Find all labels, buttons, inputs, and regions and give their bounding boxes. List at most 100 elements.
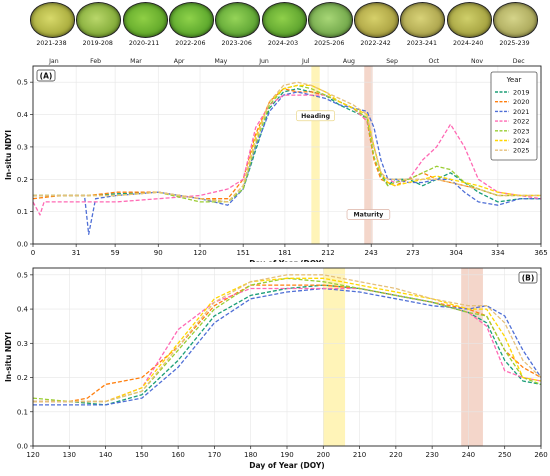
series-line-2025 bbox=[33, 274, 542, 403]
phase-label: Heading bbox=[301, 113, 330, 120]
photo-label: 2025-239 bbox=[499, 40, 530, 47]
panel-label: (B) bbox=[522, 274, 535, 283]
x-tick-label: 120 bbox=[26, 451, 39, 459]
legend-box bbox=[490, 71, 538, 161]
chart-panel-a: 0 31 59 90 120 151 181 212 243 273 304 334 365 0.0 0.1… bbox=[4, 58, 548, 262]
y-tick-label: 0.2 bbox=[17, 374, 28, 382]
y-axis-label: In-situ NDYI bbox=[4, 332, 13, 382]
legend-entry: 2022 bbox=[513, 118, 530, 126]
chart-panel-b: 120 130 140 150 160 170 180 190 200 210 220 230 240 2… bbox=[4, 267, 548, 470]
photo-label: 2021-238 bbox=[36, 40, 67, 47]
y-tick-label: 0.1 bbox=[17, 208, 28, 216]
y-tick-label: 0.1 bbox=[17, 408, 28, 416]
legend-entry: 2025 bbox=[513, 147, 530, 155]
y-tick-label: 0.0 bbox=[17, 241, 28, 249]
x-tick-label: 151 bbox=[236, 249, 249, 257]
x-tick-label: 334 bbox=[491, 249, 505, 257]
y-tick-label: 0.4 bbox=[17, 111, 29, 119]
plot-frame bbox=[32, 65, 542, 245]
series-line-2019 bbox=[33, 88, 541, 203]
photo-label: 2020-211 bbox=[128, 40, 160, 47]
y-tick-label: 0.3 bbox=[17, 143, 28, 151]
month-label: Feb bbox=[90, 58, 101, 65]
x-tick-label: 220 bbox=[389, 451, 402, 459]
x-tick-label: 260 bbox=[534, 451, 547, 459]
field-photo bbox=[168, 2, 214, 38]
photo-label: 2023-241 bbox=[406, 40, 438, 47]
x-tick-label: 90 bbox=[154, 249, 163, 257]
photo-label: 2022-206 bbox=[175, 40, 206, 47]
field-photo bbox=[261, 2, 307, 38]
x-tick-label: 210 bbox=[353, 451, 366, 459]
field-photo bbox=[122, 2, 168, 38]
photo-label: 2024-240 bbox=[453, 40, 484, 47]
month-label: Sep bbox=[386, 58, 398, 65]
x-tick-label: 273 bbox=[406, 249, 419, 257]
y-tick-label: 0.0 bbox=[17, 443, 28, 451]
legend-entry: 2023 bbox=[513, 127, 530, 135]
month-label: Jun bbox=[258, 58, 269, 65]
x-tick-label: 59 bbox=[111, 249, 120, 257]
x-tick-label: 120 bbox=[193, 249, 206, 257]
phase-label-box bbox=[346, 209, 391, 220]
legend-entry: 2019 bbox=[513, 89, 530, 97]
x-tick-label: 170 bbox=[208, 451, 221, 459]
legend-entry: 2021 bbox=[513, 108, 530, 116]
x-tick-label: 181 bbox=[278, 249, 291, 257]
photo-label: 2022-242 bbox=[360, 40, 391, 47]
x-tick-label: 200 bbox=[317, 451, 330, 459]
x-tick-label: 304 bbox=[449, 249, 463, 257]
series-line-2023 bbox=[33, 84, 541, 203]
photo-strip: 2021-238 2019-208 2020-211 2022-206 2023-206… bbox=[30, 2, 540, 47]
panel-label: (A) bbox=[40, 72, 53, 81]
month-label: Mar bbox=[130, 58, 142, 65]
photo-label: 2025-206 bbox=[314, 40, 345, 47]
x-tick-label: 31 bbox=[72, 249, 81, 257]
series-line-2020 bbox=[33, 284, 542, 403]
field-photo bbox=[307, 2, 353, 38]
series-line-2024 bbox=[33, 84, 541, 203]
x-tick-label: 365 bbox=[534, 249, 547, 257]
x-tick-label: 240 bbox=[462, 451, 475, 459]
y-axis-label: In-situ NDYI bbox=[4, 130, 13, 180]
phase-band bbox=[461, 268, 483, 446]
x-tick-label: 130 bbox=[63, 451, 76, 459]
month-label: Jan bbox=[48, 58, 59, 65]
series-line-2024 bbox=[33, 277, 542, 403]
phase-band bbox=[311, 66, 320, 244]
photo-label: 2023-206 bbox=[221, 40, 252, 47]
legend-title: Year bbox=[506, 76, 522, 84]
x-tick-label: 250 bbox=[498, 451, 511, 459]
month-label: Nov bbox=[471, 58, 483, 65]
x-axis-label: Day of Year (DOY) bbox=[249, 461, 324, 470]
panel-label-box bbox=[518, 271, 538, 284]
x-tick-label: 230 bbox=[425, 451, 438, 459]
panel-label-box bbox=[36, 69, 56, 82]
field-photo bbox=[354, 2, 400, 38]
field-photo bbox=[76, 2, 122, 38]
legend-entry: 2024 bbox=[513, 137, 530, 145]
x-tick-label: 140 bbox=[99, 451, 112, 459]
y-tick-label: 0.4 bbox=[17, 306, 29, 314]
month-label: Jul bbox=[301, 58, 310, 65]
x-tick-label: 150 bbox=[135, 451, 148, 459]
legend-entry: 2020 bbox=[513, 98, 530, 106]
y-tick-label: 0.5 bbox=[17, 271, 28, 279]
x-tick-label: 0 bbox=[31, 249, 35, 257]
photo-label: 2024-203 bbox=[267, 40, 299, 47]
series-line-2021 bbox=[33, 91, 541, 235]
phase-band bbox=[323, 268, 346, 446]
x-tick-label: 212 bbox=[321, 249, 334, 257]
x-axis-label: Day of Year (DOY) bbox=[249, 259, 324, 262]
x-tick-label: 160 bbox=[171, 451, 184, 459]
field-photo bbox=[446, 2, 492, 38]
phase-label-box bbox=[296, 110, 335, 122]
field-photo bbox=[400, 2, 446, 38]
y-tick-label: 0.2 bbox=[17, 176, 28, 184]
y-tick-label: 0.5 bbox=[17, 79, 28, 87]
phase-band bbox=[364, 66, 373, 244]
series-line-2025 bbox=[33, 81, 541, 203]
y-tick-label: 0.3 bbox=[17, 340, 28, 348]
month-label: Apr bbox=[174, 58, 185, 65]
month-label: Oct bbox=[428, 58, 439, 65]
